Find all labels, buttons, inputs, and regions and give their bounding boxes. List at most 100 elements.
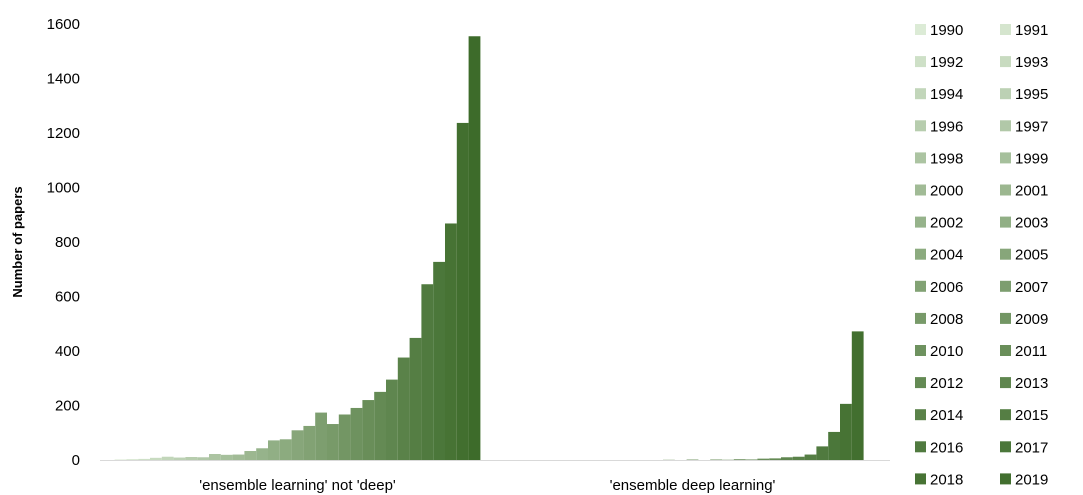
legend-item: 2005 bbox=[1000, 247, 1048, 264]
legend-item: 2008 bbox=[915, 311, 963, 328]
bar bbox=[769, 458, 781, 460]
legend-item: 1998 bbox=[915, 150, 963, 167]
y-tick-label: 1000 bbox=[47, 180, 80, 197]
bar bbox=[804, 454, 817, 460]
legend-label: 2019 bbox=[1015, 471, 1048, 488]
legend-label: 2000 bbox=[930, 183, 963, 200]
legend-item: 2007 bbox=[1000, 279, 1048, 296]
bar bbox=[686, 459, 699, 460]
legend-swatch bbox=[915, 280, 926, 292]
bar bbox=[745, 459, 758, 460]
y-tick-label: 800 bbox=[55, 234, 80, 251]
legend-label: 2001 bbox=[1015, 183, 1048, 200]
legend-swatch bbox=[1000, 377, 1011, 389]
bar bbox=[291, 430, 304, 460]
legend-item: 1999 bbox=[1000, 150, 1048, 167]
y-tick-label: 200 bbox=[55, 398, 80, 415]
bar bbox=[338, 414, 351, 460]
legend-item: 2006 bbox=[915, 279, 963, 296]
legend-label: 2008 bbox=[930, 311, 963, 328]
legend-swatch bbox=[915, 120, 926, 132]
legend-label: 2005 bbox=[1015, 247, 1048, 264]
legend-label: 2009 bbox=[1015, 311, 1048, 328]
bar-groups bbox=[114, 36, 864, 461]
y-tick-label: 0 bbox=[72, 452, 80, 469]
bar bbox=[197, 457, 209, 460]
y-tick-label: 400 bbox=[55, 343, 80, 360]
legend-swatch bbox=[1000, 152, 1011, 164]
legend-swatch bbox=[915, 88, 926, 100]
legend-item: 2001 bbox=[1000, 183, 1048, 200]
bar bbox=[445, 223, 457, 460]
legend-item: 2013 bbox=[1000, 375, 1048, 392]
legend-swatch bbox=[1000, 24, 1011, 35]
bar bbox=[851, 331, 864, 460]
legend-item: 2011 bbox=[1000, 343, 1047, 360]
bar bbox=[232, 454, 245, 460]
bar bbox=[828, 431, 840, 460]
legend-item: 2016 bbox=[915, 439, 963, 456]
legend-label: 1990 bbox=[930, 22, 963, 39]
bar bbox=[173, 457, 186, 460]
legend-swatch bbox=[915, 312, 926, 324]
legend-label: 2003 bbox=[1015, 215, 1048, 232]
bar bbox=[386, 379, 398, 460]
legend-item: 2003 bbox=[1000, 215, 1048, 232]
bar bbox=[421, 284, 434, 460]
bar bbox=[268, 440, 280, 460]
legend-label: 2007 bbox=[1015, 279, 1048, 296]
legend-label: 1993 bbox=[1015, 54, 1048, 71]
legend-item: 2019 bbox=[1000, 471, 1048, 488]
legend-swatch bbox=[1000, 409, 1011, 421]
bar bbox=[374, 391, 386, 461]
legend-swatch bbox=[1000, 56, 1011, 68]
bar bbox=[781, 457, 793, 460]
legend-swatch bbox=[915, 377, 926, 389]
y-tick-label: 600 bbox=[55, 289, 80, 306]
legend-label: 1997 bbox=[1015, 118, 1048, 135]
legend-swatch bbox=[915, 248, 926, 260]
bar bbox=[256, 448, 268, 460]
legend-label: 2002 bbox=[930, 215, 963, 232]
legend-swatch bbox=[915, 216, 926, 228]
x-category-label: 'ensemble deep learning' bbox=[610, 477, 776, 494]
legend-swatch bbox=[915, 409, 926, 421]
legend: 1990 1991 1992 1993 1994 1995 1996 1997 1998 1999… bbox=[915, 22, 1048, 488]
y-axis-label: Number of papers bbox=[10, 186, 25, 297]
y-tick-label: 1200 bbox=[47, 125, 80, 142]
legend-item: 2010 bbox=[915, 343, 963, 360]
bar bbox=[209, 454, 221, 460]
legend-swatch bbox=[915, 345, 926, 356]
legend-label: 1992 bbox=[930, 54, 963, 71]
legend-label: 1994 bbox=[930, 86, 963, 103]
legend-swatch bbox=[1000, 120, 1011, 132]
legend-label: 2015 bbox=[1015, 407, 1048, 424]
bar bbox=[816, 446, 829, 461]
legend-label: 1991 bbox=[1015, 22, 1048, 39]
y-axis-ticks: 0 200 400 600 800 1000 1200 1400 1600 bbox=[47, 16, 80, 469]
legend-swatch bbox=[915, 56, 926, 68]
y-tick-label: 1600 bbox=[47, 16, 80, 33]
bar bbox=[220, 454, 233, 460]
legend-swatch bbox=[1000, 441, 1011, 453]
legend-item: 1993 bbox=[1000, 54, 1048, 71]
legend-label: 1998 bbox=[930, 150, 963, 167]
bar bbox=[279, 439, 292, 460]
legend-item: 1990 bbox=[915, 22, 963, 39]
legend-label: 1999 bbox=[1015, 150, 1048, 167]
legend-item: 1991 bbox=[1000, 22, 1048, 39]
legend-label: 2016 bbox=[930, 439, 963, 456]
legend-item: 2000 bbox=[915, 183, 963, 200]
legend-item: 2015 bbox=[1000, 407, 1048, 424]
bar bbox=[433, 261, 445, 460]
legend-item: 2002 bbox=[915, 215, 963, 232]
legend-swatch bbox=[1000, 312, 1011, 324]
bar bbox=[114, 459, 127, 460]
legend-swatch bbox=[1000, 88, 1011, 100]
legend-swatch bbox=[1000, 216, 1011, 228]
legend-swatch bbox=[1000, 473, 1011, 485]
legend-swatch bbox=[915, 24, 926, 35]
bar bbox=[733, 459, 746, 460]
legend-swatch bbox=[1000, 184, 1011, 196]
